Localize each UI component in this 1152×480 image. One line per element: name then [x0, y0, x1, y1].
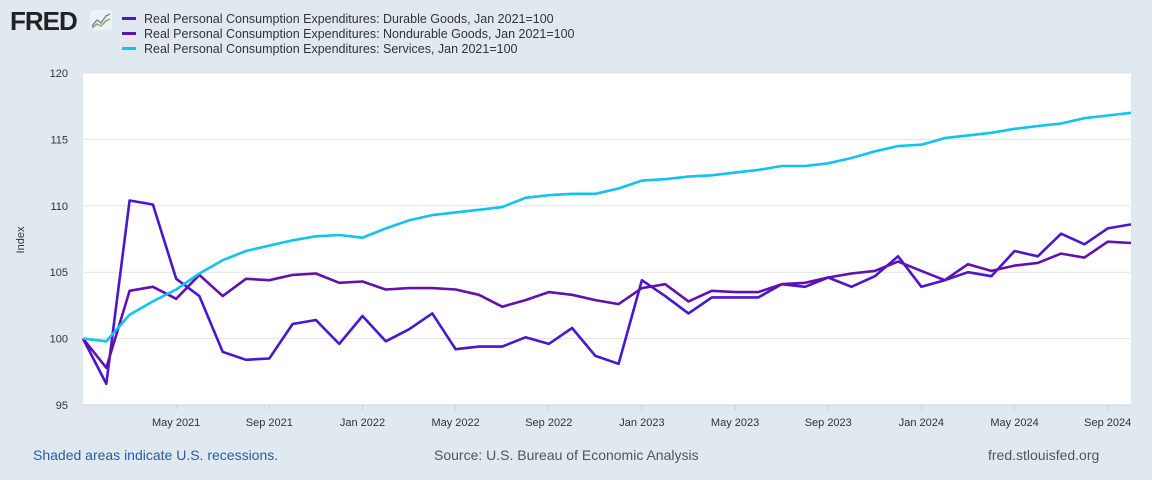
chart-line-icon — [90, 10, 112, 30]
x-tick-label: Jan 2024 — [899, 417, 944, 429]
x-tick-label: May 2022 — [431, 417, 479, 429]
legend-swatch — [122, 17, 136, 20]
x-tick-label: Sep 2023 — [805, 417, 852, 429]
x-tick-label: May 2021 — [152, 417, 200, 429]
legend-label: Real Personal Consumption Expenditures: … — [144, 11, 554, 26]
fred-logo[interactable]: FRED — [10, 6, 78, 36]
series-line-nondurable — [81, 240, 1132, 370]
legend-item-nondurable[interactable]: Real Personal Consumption Expenditures: … — [122, 26, 575, 41]
y-tick-label: 95 — [56, 400, 68, 412]
x-tick-label: Sep 2024 — [1084, 417, 1131, 429]
y-tick-label: 120 — [50, 68, 68, 80]
x-tick-label: May 2023 — [711, 417, 759, 429]
x-tick-label: Jan 2023 — [619, 417, 664, 429]
legend-label: Real Personal Consumption Expenditures: … — [144, 26, 575, 41]
x-tick-label: Sep 2022 — [525, 417, 572, 429]
site-link[interactable]: fred.stlouisfed.org — [988, 447, 1100, 463]
legend-swatch — [122, 32, 136, 35]
legend-item-services[interactable]: Real Personal Consumption Expenditures: … — [122, 41, 575, 56]
series-line-durable — [81, 199, 1132, 386]
x-tick-label: Sep 2021 — [246, 417, 293, 429]
y-tick-label: 115 — [50, 134, 68, 146]
plot-area — [83, 73, 1131, 405]
y-tick-label: 105 — [50, 267, 68, 279]
legend-swatch — [122, 47, 136, 50]
y-tick-label: 100 — [50, 334, 68, 346]
legend: Real Personal Consumption Expenditures: … — [122, 11, 575, 56]
source-text: Source: U.S. Bureau of Economic Analysis — [434, 447, 699, 463]
x-tick-label: Jan 2022 — [340, 417, 385, 429]
series-line-services — [82, 111, 1132, 343]
recession-note: Shaded areas indicate U.S. recessions. — [33, 447, 279, 463]
legend-label: Real Personal Consumption Expenditures: … — [144, 41, 518, 56]
y-axis-label: Index — [15, 226, 27, 253]
y-tick-label: 110 — [50, 201, 68, 213]
legend-item-durable[interactable]: Real Personal Consumption Expenditures: … — [122, 11, 575, 26]
line-chart: 95 100 105 110 115 120 May 2021 Sep 2021 Jan 20… — [15, 68, 1132, 429]
x-tick-label: May 2024 — [990, 417, 1038, 429]
